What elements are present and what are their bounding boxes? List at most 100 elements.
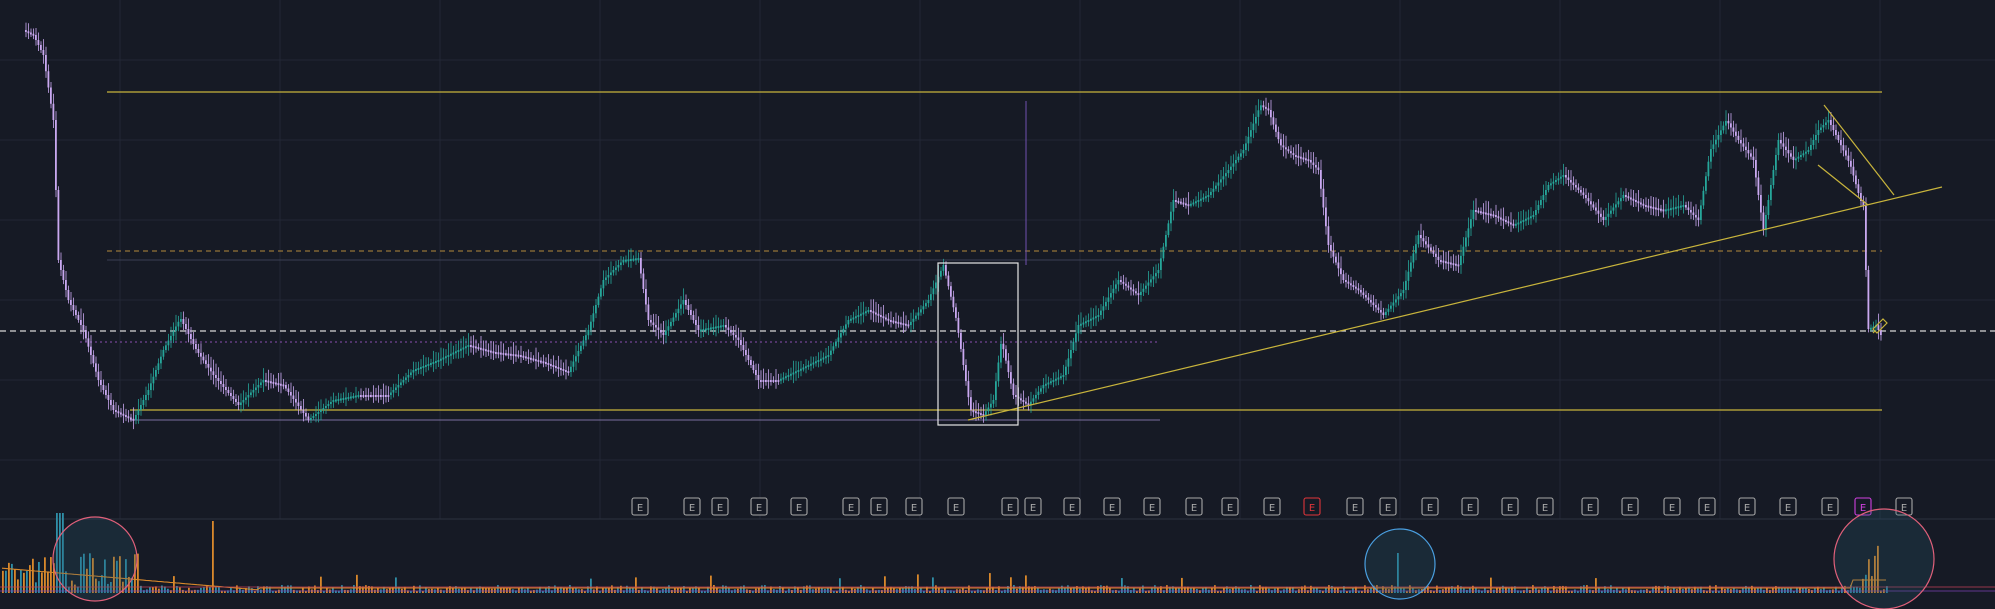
ascending-trendline[interactable]	[967, 186, 1943, 421]
volume-bar	[1238, 587, 1240, 593]
candle-body	[620, 262, 622, 265]
candle-body	[1662, 209, 1665, 212]
earnings-marker[interactable]	[1185, 497, 1203, 516]
candle-body	[1265, 106, 1267, 109]
candle-body	[622, 260, 625, 263]
earnings-marker[interactable]	[683, 497, 701, 516]
earnings-marker[interactable]	[1895, 497, 1913, 516]
volume-bar	[1751, 585, 1753, 593]
earnings-marker[interactable]	[1461, 497, 1479, 516]
volume-bar	[782, 587, 784, 593]
candle-body	[855, 316, 857, 319]
candle-body	[397, 385, 400, 388]
earnings-marker[interactable]	[1024, 497, 1042, 516]
volume-bar	[185, 590, 187, 593]
earnings-marker[interactable]	[1698, 497, 1716, 516]
volume-spike-circle-right[interactable]	[1833, 508, 1935, 609]
candle-body	[245, 397, 247, 400]
volume-bar	[314, 585, 316, 593]
volume-bar	[35, 582, 37, 593]
earnings-marker[interactable]	[1143, 497, 1161, 516]
candle-body	[1352, 285, 1355, 287]
volume-bar	[545, 587, 547, 593]
highlight-box[interactable]	[937, 262, 1019, 426]
volume-bar	[383, 586, 385, 593]
earnings-marker[interactable]	[1221, 497, 1239, 516]
earnings-marker[interactable]	[842, 497, 860, 516]
volume-bar	[332, 587, 334, 593]
candle-body	[1325, 207, 1327, 227]
earnings-marker[interactable]	[1581, 497, 1599, 516]
volume-bar	[881, 590, 883, 593]
volume-bar	[1067, 585, 1069, 593]
earnings-marker[interactable]	[1063, 497, 1081, 516]
earnings-marker[interactable]	[1738, 497, 1756, 516]
candle-body	[92, 355, 95, 364]
candle-body	[1357, 288, 1360, 291]
candle-body	[712, 327, 715, 329]
earnings-marker[interactable]	[1821, 497, 1839, 516]
volume-bar	[995, 589, 997, 593]
earnings-marker[interactable]	[750, 497, 768, 516]
volume-bar	[89, 553, 91, 593]
earnings-marker[interactable]	[1621, 497, 1639, 516]
earnings-marker[interactable]	[711, 497, 729, 516]
pencil-icon[interactable]	[1872, 318, 1888, 334]
volume-bar	[1319, 589, 1321, 593]
descending-trendline-upper[interactable]	[1823, 104, 1895, 196]
earnings-marker[interactable]	[1303, 497, 1321, 516]
volume-bar	[515, 590, 517, 593]
volume-bar	[86, 568, 88, 593]
candle-body	[157, 363, 160, 370]
earnings-marker[interactable]	[1501, 497, 1519, 516]
candle-body	[95, 363, 97, 372]
candle-body	[930, 294, 932, 300]
candle-body	[1327, 226, 1330, 245]
candle-body	[772, 380, 775, 382]
candle-body	[1397, 296, 1400, 300]
candle-body	[1865, 206, 1867, 270]
volume-bar	[1775, 586, 1777, 593]
candle-body	[1560, 176, 1562, 179]
earnings-marker[interactable]	[870, 497, 888, 516]
volume-bar	[236, 585, 238, 593]
candle-body	[97, 371, 100, 380]
earnings-marker[interactable]	[1103, 497, 1121, 516]
earnings-marker[interactable]	[1346, 497, 1364, 516]
candle-body	[1497, 216, 1500, 219]
earnings-marker[interactable]	[1854, 497, 1872, 516]
earnings-marker[interactable]	[1263, 497, 1281, 516]
candle-body	[207, 363, 210, 368]
volume-bar	[1265, 586, 1267, 593]
candle-body	[1060, 376, 1062, 379]
candle-body	[440, 358, 442, 361]
earnings-marker[interactable]	[1001, 497, 1019, 516]
candle-body	[580, 345, 582, 351]
earnings-marker[interactable]	[905, 497, 923, 516]
candle-body	[500, 352, 502, 355]
candle-body	[1672, 207, 1675, 210]
volume-spike-circle-middle[interactable]	[1364, 528, 1436, 600]
candle-body	[435, 361, 437, 363]
candle-body	[162, 350, 165, 357]
earnings-marker[interactable]	[1663, 497, 1681, 516]
earnings-marker[interactable]	[1379, 497, 1397, 516]
candle-body	[1607, 213, 1610, 217]
volume-bar	[851, 587, 853, 593]
volume-spike-circle-left[interactable]	[52, 516, 138, 602]
candle-body	[1082, 322, 1085, 325]
descending-trendline-lower[interactable]	[1817, 164, 1869, 206]
earnings-marker[interactable]	[631, 497, 649, 516]
earnings-marker[interactable]	[1421, 497, 1439, 516]
volume-bar	[695, 586, 697, 593]
earnings-marker[interactable]	[1536, 497, 1554, 516]
volume-bar	[347, 590, 349, 593]
earnings-marker[interactable]	[790, 497, 808, 516]
candle-body	[1727, 120, 1730, 124]
volume-bar	[416, 590, 418, 593]
earnings-marker[interactable]	[1779, 497, 1797, 516]
candle-body	[677, 308, 680, 314]
earnings-marker[interactable]	[947, 497, 965, 516]
volume-bar	[980, 590, 982, 593]
